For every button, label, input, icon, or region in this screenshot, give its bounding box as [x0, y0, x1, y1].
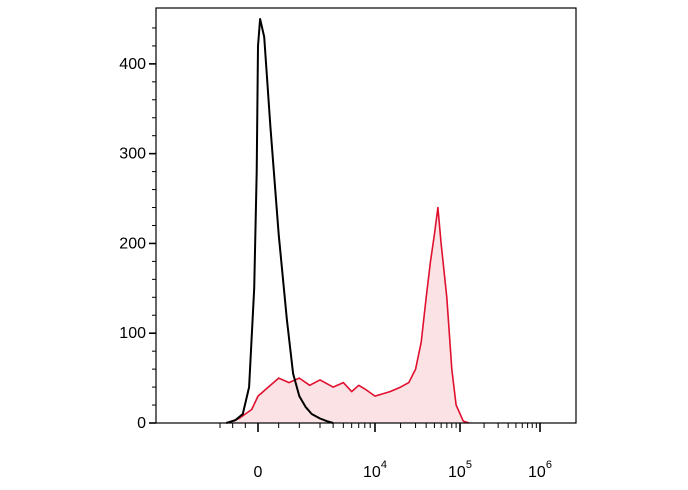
x-tick-label: 104	[363, 459, 387, 481]
x-axis: 0 104 105 106	[219, 423, 552, 481]
series-1-area	[226, 207, 470, 423]
series-0-line	[226, 18, 334, 424]
y-tick-label: 200	[119, 235, 146, 252]
y-tick-label: 100	[119, 325, 146, 342]
x-tick-label: 106	[528, 459, 552, 481]
y-tick-label: 0	[137, 415, 146, 432]
y-tick-label: 300	[119, 146, 146, 163]
y-axis: 0 100 200 300 400	[119, 27, 156, 432]
series-1-line	[226, 206, 470, 424]
series-layer	[226, 18, 470, 424]
x-tick-label: 105	[448, 459, 472, 481]
y-tick-label: 400	[119, 56, 146, 73]
plot-frame	[155, 7, 577, 424]
x-tick-label: 0	[254, 464, 263, 481]
